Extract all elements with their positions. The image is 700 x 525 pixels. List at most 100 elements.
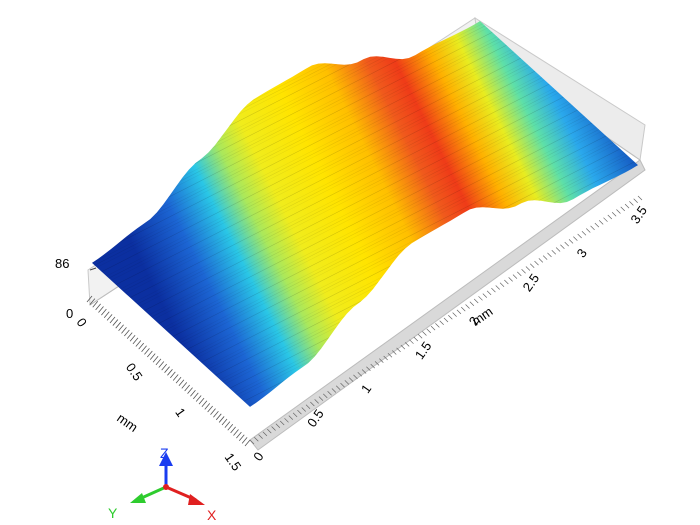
triad-y-label: Y <box>108 505 118 521</box>
edge-tooth <box>482 293 488 298</box>
edge-tooth <box>525 266 531 271</box>
z-axis: 86 0 <box>55 256 97 321</box>
edge-tooth <box>366 366 371 372</box>
edge-tooth <box>590 225 595 231</box>
edge-tooth <box>473 298 479 304</box>
edge-tooth <box>404 342 410 347</box>
edge-tooth <box>204 403 211 410</box>
edge-tooth <box>594 222 600 228</box>
edge-tooth <box>361 369 367 374</box>
edge-tooth <box>288 415 294 420</box>
edge-tooth <box>448 315 453 320</box>
y-tick-label: 1 <box>172 405 188 420</box>
edge-tooth <box>138 342 145 350</box>
edge-tooth <box>155 358 162 366</box>
edge-tooth <box>577 233 582 239</box>
edge-tooth <box>456 309 462 315</box>
edge-tooth <box>529 263 535 269</box>
x-tick-label: 3.5 <box>627 203 650 226</box>
edge-tooth <box>98 306 104 313</box>
edge-tooth <box>178 379 185 387</box>
edge-tooth <box>89 298 96 305</box>
edge-tooth <box>141 345 147 353</box>
edge-tooth <box>310 401 315 407</box>
edge-tooth <box>215 413 222 421</box>
edge-tooth <box>318 396 324 401</box>
edge-tooth <box>258 434 263 439</box>
edge-tooth <box>422 331 427 336</box>
edge-tooth <box>121 327 127 334</box>
front-edge-ticks <box>86 195 643 447</box>
edge-tooth <box>115 321 122 329</box>
edge-tooth <box>551 249 557 255</box>
edge-tooth <box>335 385 341 391</box>
edge-tooth <box>413 336 419 342</box>
edge-tooth <box>106 314 113 321</box>
edge-tooth <box>181 382 188 389</box>
edge-tooth <box>224 421 231 428</box>
edge-tooth <box>192 392 199 400</box>
edge-tooth <box>555 247 561 252</box>
edge-tooth <box>478 296 483 301</box>
edge-tooth <box>538 258 544 263</box>
edge-tooth <box>152 355 159 363</box>
edge-tooth <box>603 217 608 222</box>
edge-tooth <box>409 339 414 344</box>
edge-tooth <box>207 405 213 413</box>
edge-tooth <box>387 352 393 358</box>
edge-tooth <box>499 282 505 288</box>
surface-side-face <box>249 159 646 451</box>
edge-tooth <box>301 407 306 412</box>
edge-tooth <box>452 312 457 317</box>
edge-tooth <box>314 399 319 404</box>
z-max-label: 86 <box>55 256 69 271</box>
edge-tooth <box>512 274 518 279</box>
edge-tooth <box>327 390 332 396</box>
x-tick-label: 3 <box>574 246 590 261</box>
edge-tooth <box>227 424 234 431</box>
edge-tooth <box>465 304 470 309</box>
edge-tooth <box>198 397 205 405</box>
edge-tooth <box>292 412 298 418</box>
edge-tooth <box>392 350 397 355</box>
edge-tooth <box>508 277 513 282</box>
edge-tooth <box>586 228 591 233</box>
edge-tooth <box>230 426 236 434</box>
edge-tooth <box>132 337 139 345</box>
edge-tooth <box>124 329 130 337</box>
edge-tooth <box>184 384 190 392</box>
edge-tooth <box>611 212 617 217</box>
edge-tooth <box>158 361 165 368</box>
edge-tooth <box>172 374 179 381</box>
edge-tooth <box>112 319 119 326</box>
edge-tooth <box>504 279 509 285</box>
edge-tooth <box>357 371 363 377</box>
edge-tooth <box>201 400 208 407</box>
edge-tooth <box>521 268 526 274</box>
edge-tooth <box>564 241 569 247</box>
height-surface <box>92 21 638 407</box>
edge-tooth <box>126 332 133 339</box>
edge-tooth <box>633 198 638 203</box>
edge-tooth <box>323 393 328 399</box>
edge-tooth <box>213 410 219 418</box>
edge-tooth <box>147 350 153 358</box>
x-tick-label: 1 <box>358 381 374 396</box>
edge-tooth <box>103 311 110 318</box>
edge-tooth <box>238 434 245 442</box>
edge-tooth <box>495 285 500 290</box>
edge-tooth <box>637 195 643 201</box>
z-min-label: 0 <box>66 306 73 321</box>
edge-tooth <box>167 369 173 376</box>
edge-tooth <box>340 382 345 388</box>
edge-tooth <box>297 409 302 415</box>
edge-tooth <box>271 426 276 431</box>
y-tick-label: 0 <box>74 315 90 330</box>
edge-tooth <box>279 420 285 426</box>
edge-tooth <box>129 335 136 342</box>
edge-tooth <box>542 255 548 260</box>
edge-tooth <box>560 244 565 250</box>
edge-tooth <box>144 348 150 355</box>
